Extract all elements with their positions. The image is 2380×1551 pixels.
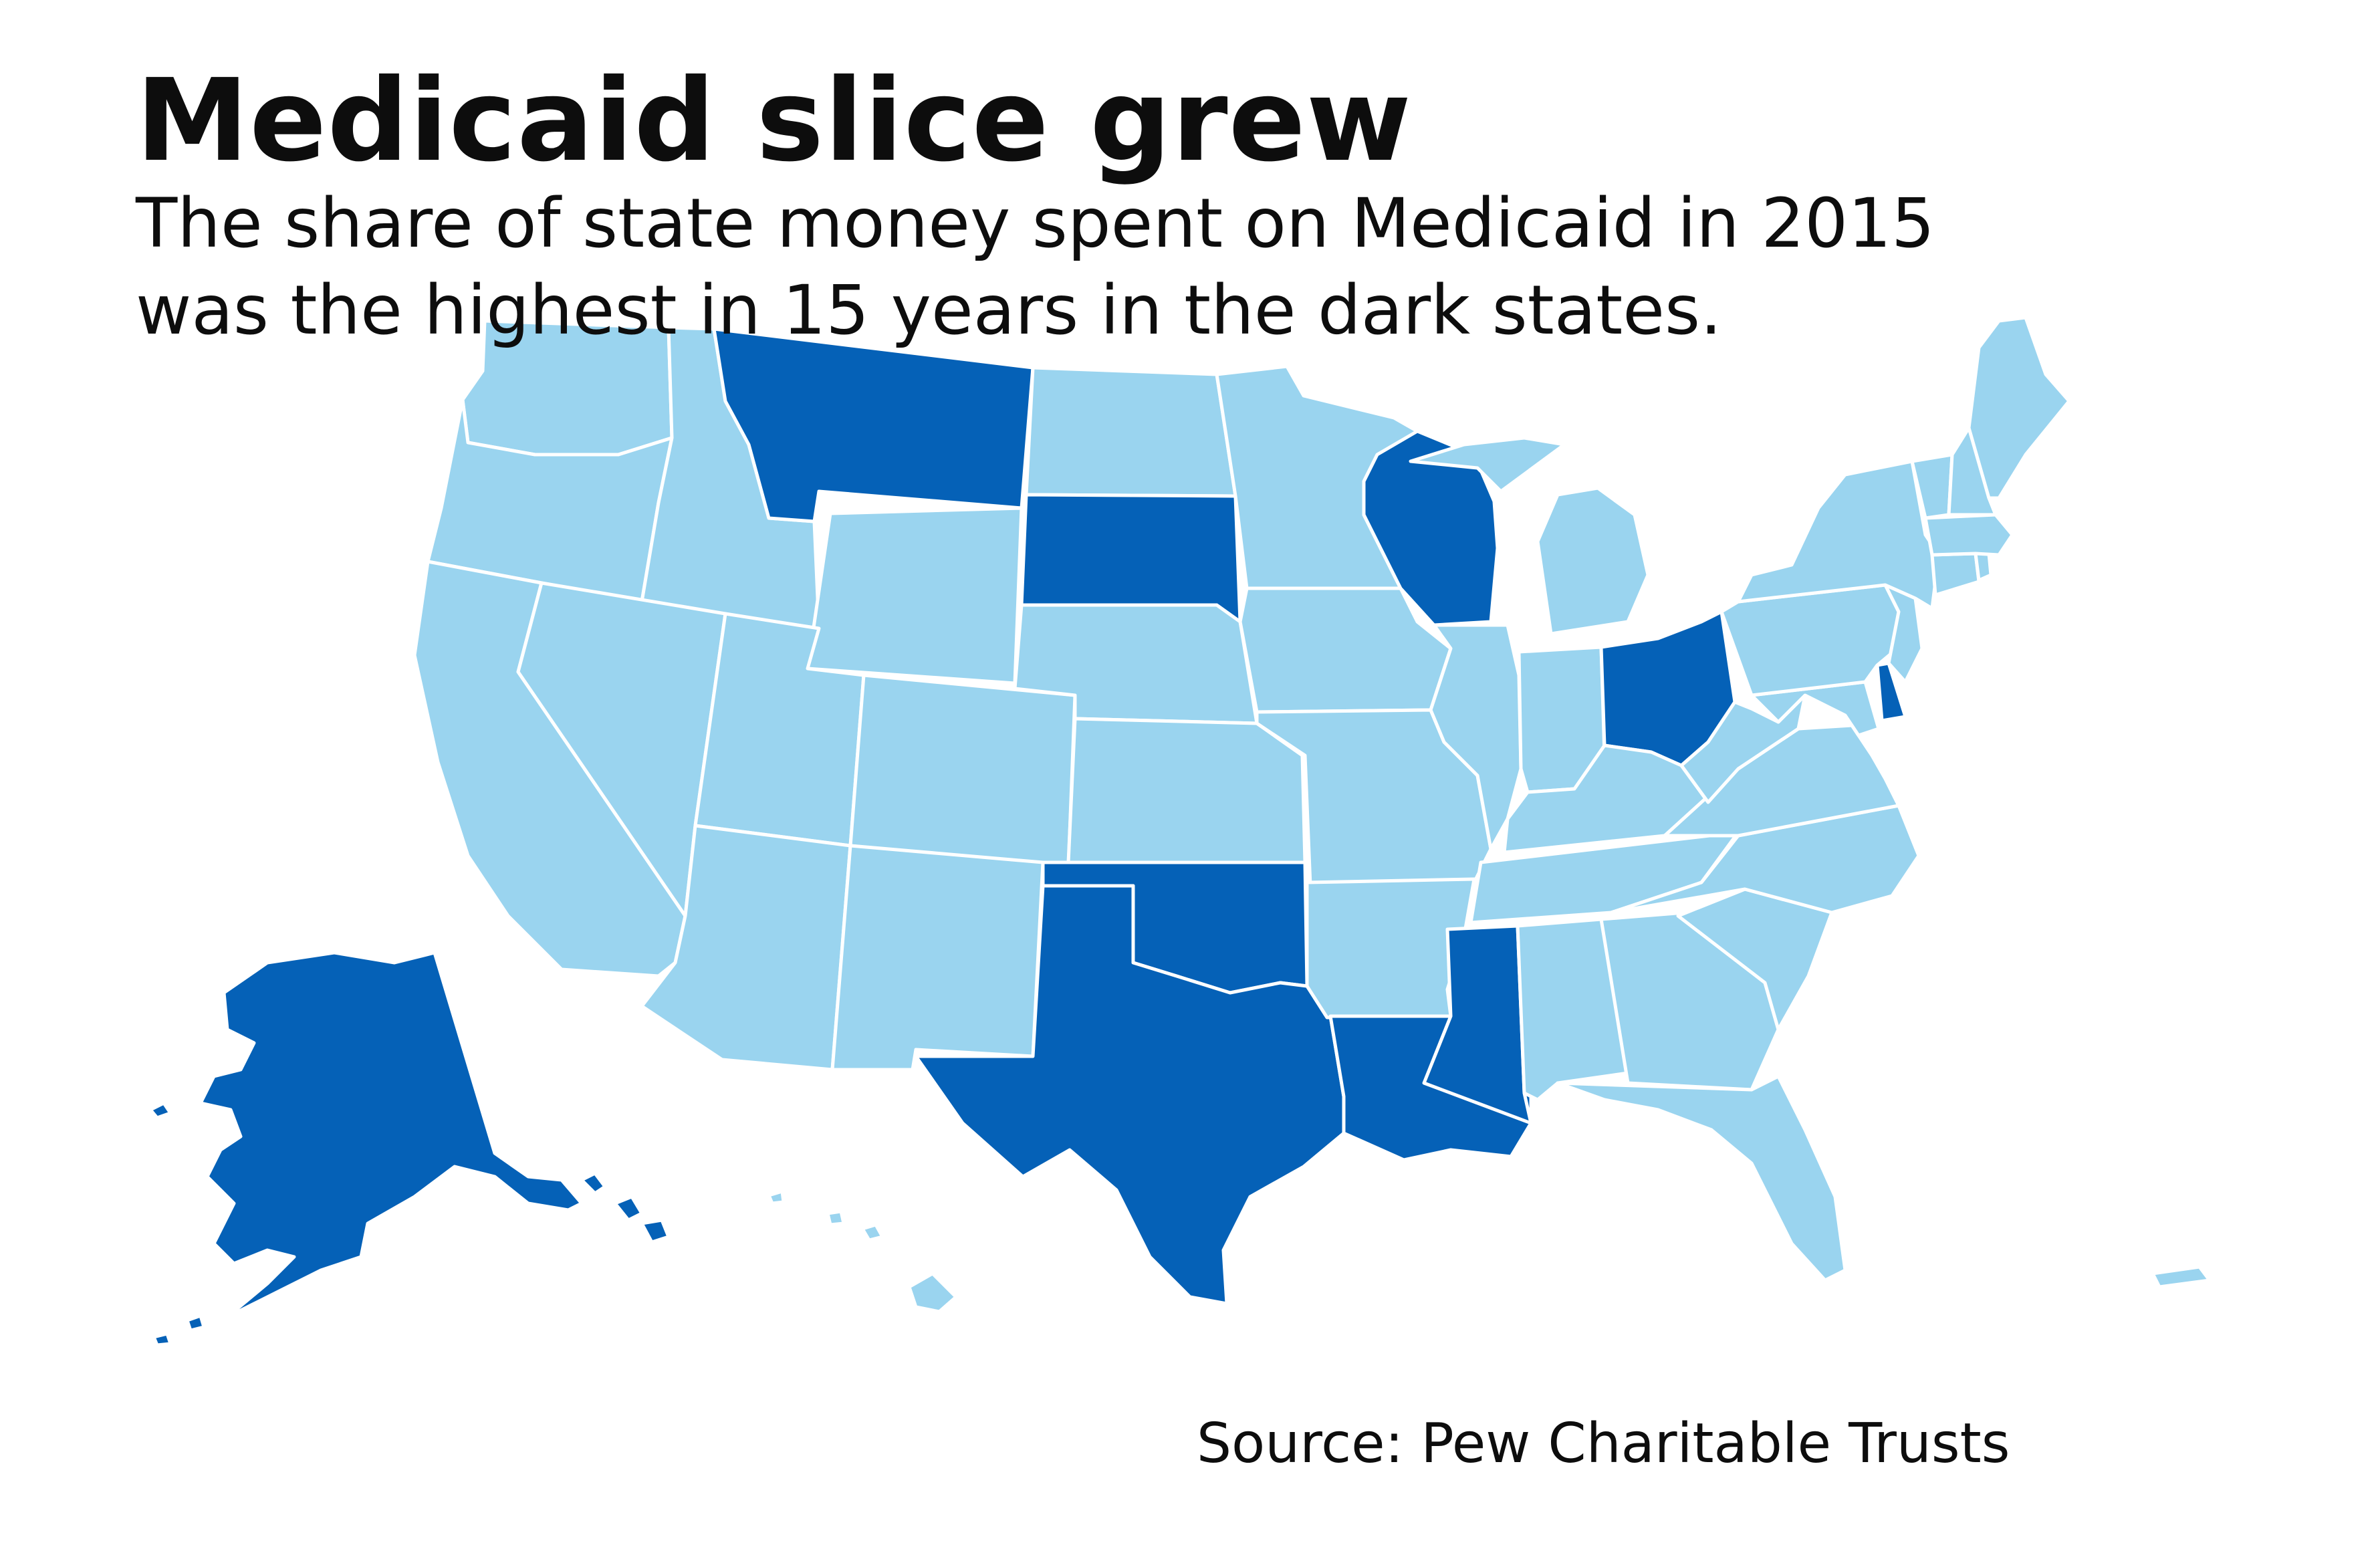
state-il (1429, 623, 1523, 851)
state-mt (712, 327, 1035, 523)
state-tx (914, 884, 1346, 1306)
state-fl (1556, 1074, 1847, 1282)
source-note: Source: Pew Charitable Trusts (1197, 1412, 2010, 1475)
state-sd (1020, 493, 1242, 624)
state-nd (1024, 366, 1237, 498)
subtitle-line-2: was the highest in 15 years in the dark … (136, 271, 1722, 350)
state-ak (199, 951, 584, 1319)
state-de (1875, 661, 1907, 723)
state-co (848, 673, 1077, 871)
state-wi (1362, 429, 1500, 627)
state-nh (1947, 426, 1998, 517)
state-nm (830, 844, 1045, 1072)
state-ct (1930, 552, 1981, 597)
state-ks (1066, 717, 1307, 864)
state-me (1967, 316, 2071, 500)
map-subtitle: The share of state money spent on Medica… (136, 181, 1935, 354)
state-hi (767, 1189, 958, 1314)
state-nc (1609, 804, 1921, 915)
state-mi (1409, 436, 1650, 636)
state-wy (806, 506, 1024, 685)
state-ma (1923, 513, 2014, 557)
state-ri (1974, 552, 1993, 582)
state-ak-islands (148, 1101, 671, 1347)
subtitle-line-1: The share of state money spent on Medica… (136, 184, 1935, 263)
state-md (1750, 680, 1881, 737)
state-pr (2151, 1265, 2212, 1289)
state-ny (1736, 459, 1941, 610)
map-title: Medicaid slice grew (136, 55, 1412, 187)
